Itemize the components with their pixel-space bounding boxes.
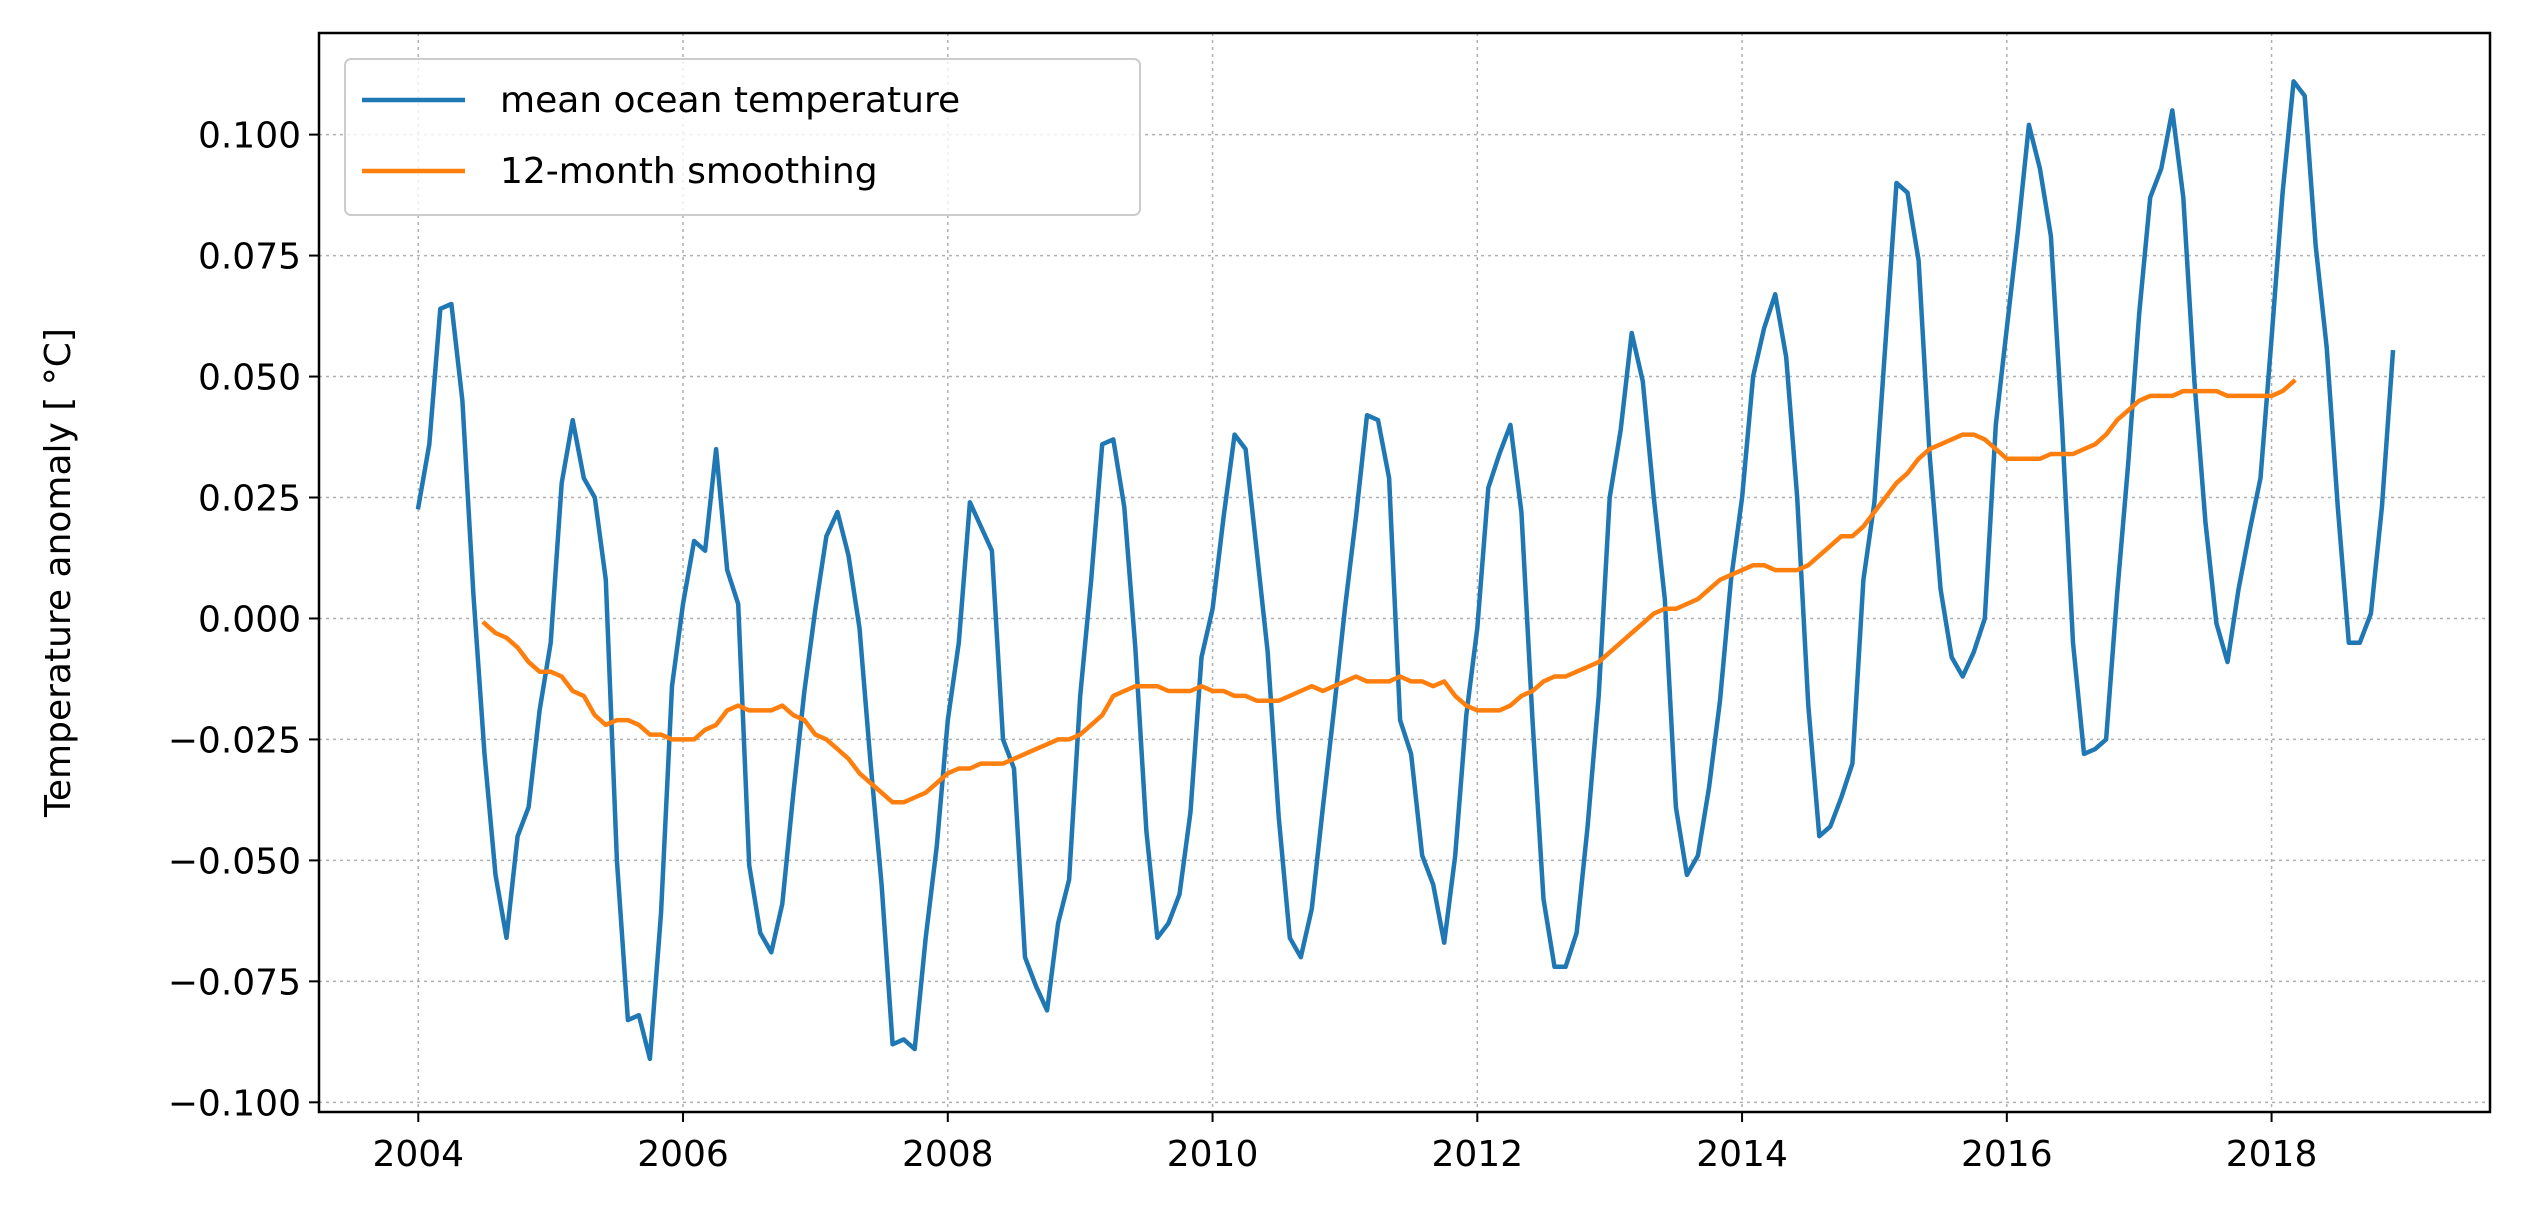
x-tick-label: 2018 — [2226, 1134, 2318, 1175]
y-tick-label: −0.050 — [168, 841, 301, 882]
y-tick-label: −0.100 — [168, 1083, 301, 1124]
y-tick-label: 0.000 — [198, 599, 301, 640]
x-tick-label: 2004 — [372, 1134, 464, 1175]
y-tick-label: 0.025 — [198, 479, 301, 520]
x-tick-label: 2014 — [1696, 1134, 1788, 1175]
x-tick-label: 2008 — [902, 1134, 994, 1175]
y-tick-label: 0.075 — [198, 237, 301, 278]
x-tick-label: 2010 — [1167, 1134, 1259, 1175]
legend-label-12-month-smoothing: 12-month smoothing — [500, 151, 878, 192]
x-tick-label: 2016 — [1961, 1134, 2053, 1175]
legend-box — [344, 58, 1141, 216]
legend-label-mean-ocean-temperature: mean ocean temperature — [500, 80, 960, 121]
y-tick-label: 0.100 — [198, 116, 301, 157]
y-tick-label: −0.075 — [168, 962, 301, 1003]
legend: mean ocean temperature 12-month smoothin… — [344, 58, 1141, 216]
series-layer — [415, 79, 2396, 1062]
y-tick-label: −0.025 — [168, 720, 301, 761]
y-tick-label: 0.050 — [198, 358, 301, 399]
x-tick-label: 2012 — [1431, 1134, 1523, 1175]
series-line-mean-ocean-temperature — [415, 79, 2396, 1062]
plot-frame — [317, 31, 2492, 1114]
x-tick-label: 2006 — [637, 1134, 729, 1175]
series-line-12-month-smoothing — [481, 378, 2297, 805]
x-axis: 2004 2006 2008 2010 2012 2014 2016 2018 — [372, 1112, 2317, 1175]
y-axis-label: Temperature anomaly [ °C] — [38, 328, 79, 818]
y-axis: 0.100 0.075 0.050 0.025 0.000 −0.025 −0.050 −0.… — [168, 116, 319, 1124]
